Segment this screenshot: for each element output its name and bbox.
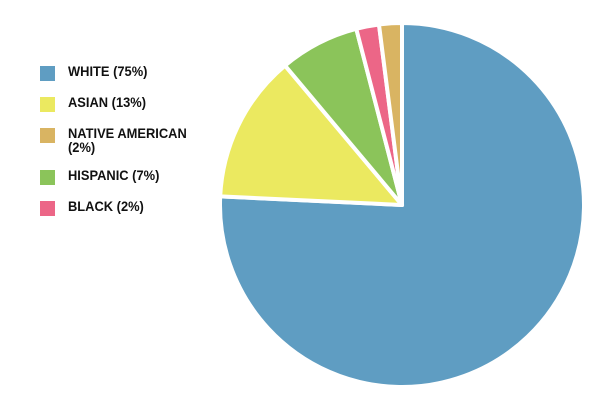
legend-label: ASIAN (13%) bbox=[68, 94, 147, 110]
legend: WHITE (75%) ASIAN (13%) NATIVE AMERICAN (2… bbox=[40, 64, 208, 230]
legend-item: NATIVE AMERICAN (2%) bbox=[40, 126, 208, 154]
pie-slice bbox=[376, 21, 404, 207]
legend-item: BLACK (2%) bbox=[40, 199, 208, 216]
legend-label: NATIVE AMERICAN (2%) bbox=[68, 125, 187, 155]
pie-slice bbox=[218, 63, 404, 207]
legend-item: HISPANIC (7%) bbox=[40, 168, 208, 185]
legend-swatch bbox=[40, 201, 55, 216]
legend-item: ASIAN (13%) bbox=[40, 95, 208, 112]
legend-item: WHITE (75%) bbox=[40, 64, 208, 81]
legend-swatch bbox=[40, 128, 55, 143]
legend-label: HISPANIC (7%) bbox=[68, 167, 160, 183]
legend-label: WHITE (75%) bbox=[68, 63, 148, 79]
legend-label: BLACK (2%) bbox=[68, 198, 144, 214]
legend-swatch bbox=[40, 170, 55, 185]
pie-slice bbox=[218, 21, 586, 389]
legend-swatch bbox=[40, 66, 55, 81]
legend-swatch bbox=[40, 97, 55, 112]
